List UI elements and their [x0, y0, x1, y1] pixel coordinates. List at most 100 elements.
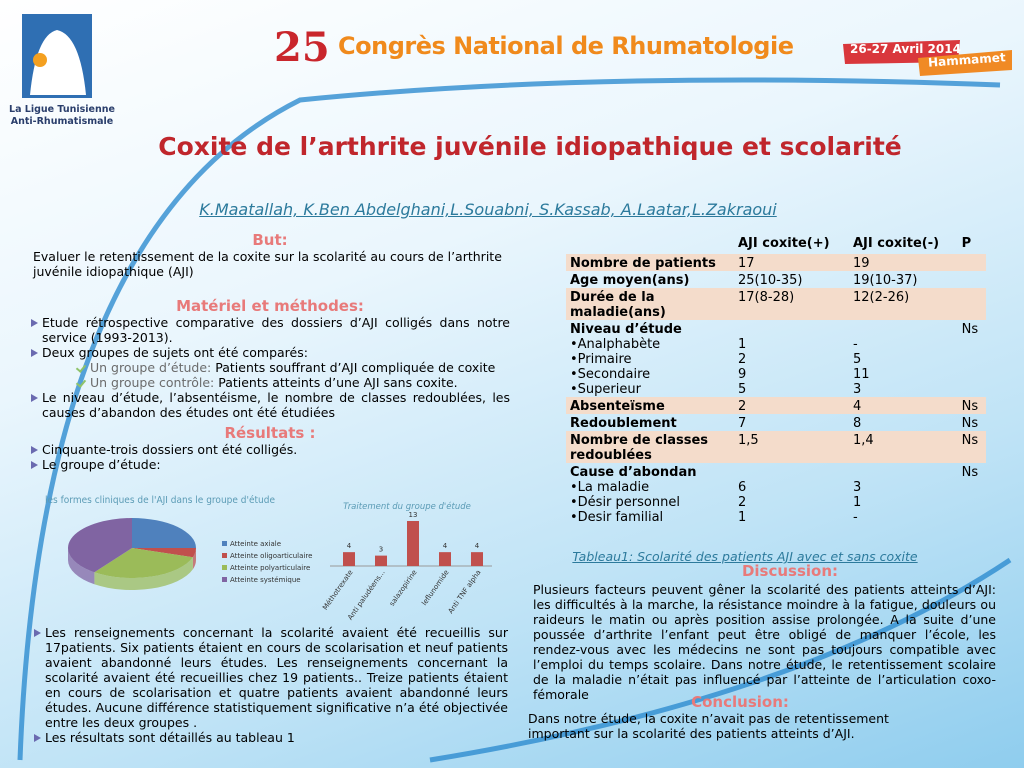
cell: 17 [734, 254, 849, 271]
cell: 1 [853, 495, 862, 510]
cell [734, 320, 849, 337]
cell: 6 [738, 480, 747, 495]
title: Coxite de l’arthrite juvénile idiopathiq… [158, 132, 902, 161]
cell: 1,4 [849, 431, 958, 463]
table-box: AJI coxite(+) AJI coxite(-) P Nombre de pat… [566, 233, 986, 525]
list: Etude rétrospective comparative des doss… [30, 315, 510, 420]
row-label: •Analphabète [570, 337, 661, 352]
header-cell: AJI coxite(+) [738, 236, 830, 251]
table-row: Nombre de patients 17 19 [566, 254, 986, 271]
cell: 1,5 [734, 431, 849, 463]
heading: Résultats : [224, 424, 316, 442]
table-row: •Superieur 5 3 [566, 382, 986, 397]
cell [957, 254, 986, 271]
row-label: Nombre de patients [566, 254, 734, 271]
list-item: Le niveau d’étude, l’absentéisme, le nom… [30, 390, 510, 420]
cell: 2 [734, 397, 849, 414]
dates: 26-27 Avril 2014 [850, 42, 961, 56]
row-label: •Désir personnel [570, 495, 680, 510]
cell: 3 [853, 480, 862, 495]
cell [958, 382, 986, 397]
cell: Ns [961, 465, 979, 480]
row-label: •Secondaire [570, 367, 651, 382]
cell [957, 288, 986, 320]
heading: But: [252, 231, 288, 249]
table-row: Redoublement 7 8 Ns [566, 414, 986, 431]
row-label: Nombre de classes redoublées [566, 431, 734, 463]
list: Cinquante-trois dossiers ont été colligé… [30, 442, 510, 472]
sub-item: Un groupe contrôle: Patients atteints d’… [30, 375, 510, 390]
sub-text: Patients atteints d’une AJI sans coxite. [218, 375, 458, 390]
edition: 25 [274, 24, 330, 71]
cell [958, 337, 986, 352]
cell: Ns [957, 397, 986, 414]
sub-item: Un groupe d’étude: Patients souffrant d’… [30, 360, 510, 375]
logo-sun [33, 53, 47, 67]
org-line: Anti-Rhumatismale [10, 116, 114, 127]
cell: 19 [849, 254, 958, 271]
congress: Congrès National de Rhumatologie [338, 32, 794, 60]
row-label: Absenteïsme [566, 397, 734, 414]
cell [849, 320, 958, 337]
row-label: Age moyen(ans) [570, 273, 690, 288]
table-row: •La maladie 6 3 [566, 480, 986, 495]
swoosh [429, 557, 1012, 763]
row-label: Niveau d’étude [570, 322, 682, 337]
table: AJI coxite(+) AJI coxite(-) P Nombre de pat… [566, 233, 986, 525]
list-item: Deux groupes de sujets ont été comparés: [30, 345, 510, 360]
paragraph: Dans notre étude, la coxite n’avait pas … [528, 711, 889, 741]
row-label: •Primaire [570, 352, 632, 367]
org-line: La Ligue Tunisienne [9, 104, 115, 115]
paragraph: Plusieurs facteurs peuvent gêner la scol… [533, 582, 996, 702]
header-cell: AJI coxite(-) [853, 236, 940, 251]
swoosh [17, 77, 1001, 761]
authors: K.Maatallah, K.Ben Abdelghani,L.Souabni,… [199, 200, 777, 219]
heading: Matériel et méthodes: [176, 297, 364, 315]
table-caption: Tableau1: Scolarité des patients AJI ave… [572, 549, 918, 564]
table-row: •Désir personnel 2 1 [566, 495, 986, 510]
row-label: •Superieur [570, 382, 641, 397]
table-row: Durée de la maladie(ans) 17(8-28) 12(2-26) [566, 288, 986, 320]
cell: 9 [738, 367, 747, 382]
row-label: Durée de la maladie(ans) [566, 288, 734, 320]
table-row: Nombre de classes redoublées 1,5 1,4 Ns [566, 431, 986, 463]
row-label: •La maladie [570, 480, 650, 495]
sub-text: Patients souffrant d’AJI compliquée de c… [215, 360, 496, 375]
cell: - [853, 337, 858, 352]
paragraph: Evaluer le retentissement de la coxite s… [33, 249, 502, 279]
list-item: Etude rétrospective comparative des doss… [30, 315, 510, 345]
header-row: AJI coxite(+) AJI coxite(-) P [566, 233, 986, 254]
cell: 1 [738, 337, 747, 352]
cell: 3 [853, 382, 862, 397]
logo-shape [30, 30, 86, 95]
cell: 8 [853, 416, 862, 431]
table-row: Age moyen(ans) 25(10-35) 19(10-37) [566, 271, 986, 288]
org: La Ligue Tunisienne Anti-Rhumatismale [8, 104, 116, 128]
cell [734, 463, 849, 480]
cell [958, 480, 986, 495]
sub-label: Un groupe contrôle: [90, 375, 215, 390]
table-row: •Analphabète 1 - [566, 337, 986, 352]
cell: 5 [738, 382, 747, 397]
table-row: •Secondaire 9 11 [566, 367, 986, 382]
row-label: Redoublement [570, 416, 677, 431]
header-cell [566, 233, 734, 254]
table-row: •Primaire 2 5 [566, 352, 986, 367]
sub-label: Un groupe d’étude: [90, 360, 212, 375]
cell: 1 [738, 510, 747, 525]
cell: Ns [957, 431, 986, 463]
cell: 19(10-37) [853, 273, 918, 288]
list-item: Le groupe d’étude: [30, 457, 510, 472]
cell: 5 [853, 352, 862, 367]
list-item: Cinquante-trois dossiers ont été colligé… [30, 442, 510, 457]
cell [958, 510, 986, 525]
list-item: Les résultats sont détaillés au tableau … [33, 730, 508, 745]
cell: 11 [853, 367, 870, 382]
cell: 25(10-35) [738, 273, 803, 288]
cell: 4 [849, 397, 958, 414]
table-row: Cause d’abondan Ns [566, 463, 986, 480]
header-cell: P [961, 236, 972, 251]
row-label: Cause d’abondan [570, 465, 697, 480]
row-label: •Desir familial [570, 510, 664, 525]
